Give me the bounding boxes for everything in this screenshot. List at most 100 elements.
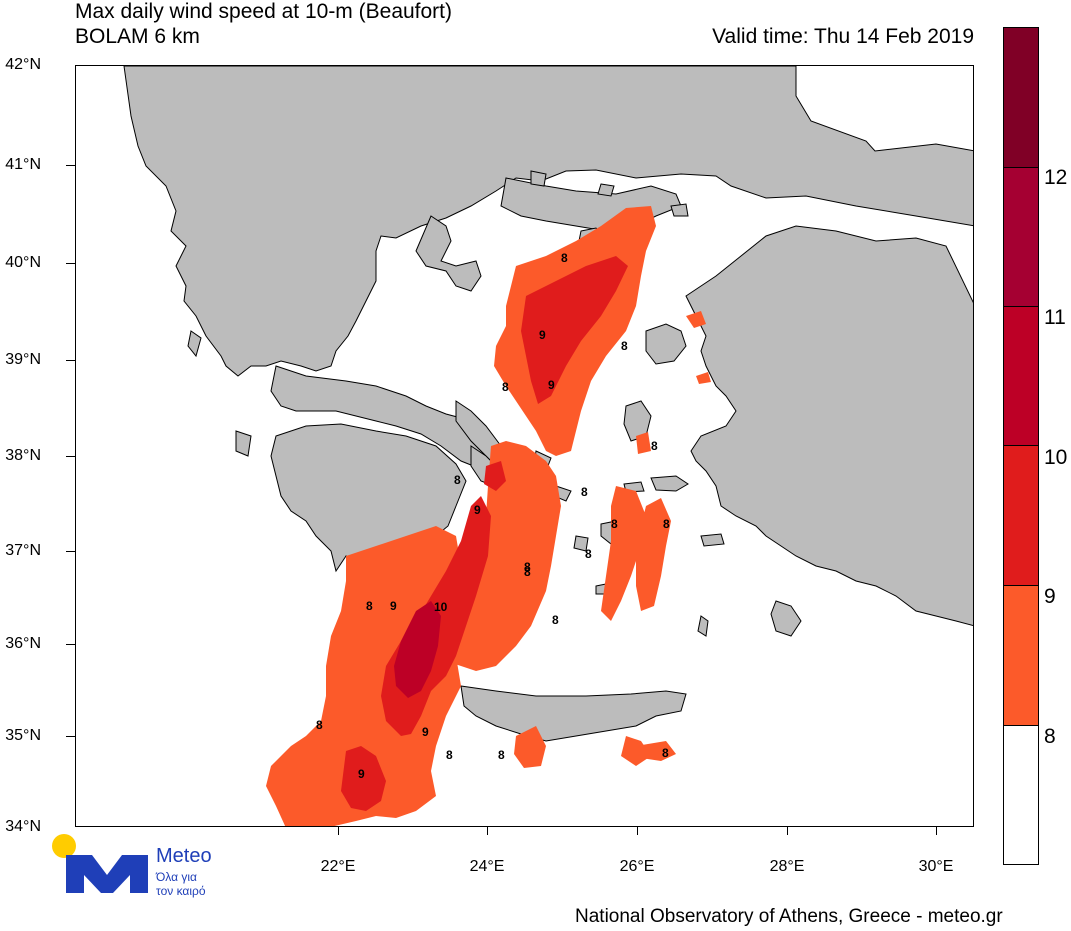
rhodes <box>770 600 802 637</box>
wind-label: 8 <box>316 718 323 732</box>
lon-tick <box>637 827 638 835</box>
lon-tick <box>487 827 488 835</box>
colorbar-label-11: 11 <box>1044 306 1066 329</box>
wind-label: 8 <box>662 746 669 760</box>
wind-label: 8 <box>524 560 531 574</box>
lat-label-39: 39°N <box>5 351 41 368</box>
samothrace <box>597 183 615 197</box>
bft8-chios-east <box>696 372 711 384</box>
wind-label: 8 <box>561 251 568 265</box>
karpathos <box>697 615 709 637</box>
wind-label: 8 <box>651 439 658 453</box>
lat-tick <box>66 360 75 361</box>
lon-tick <box>787 827 788 835</box>
colorbar-label-9: 9 <box>1044 585 1056 608</box>
bft8-lesvos-east <box>686 311 706 328</box>
wind-label: 9 <box>474 503 481 517</box>
wind-label: 8 <box>552 613 559 627</box>
bft8-central-aegean <box>441 441 561 671</box>
lat-tick <box>66 263 75 264</box>
wind-label: 8 <box>498 748 505 762</box>
colorbar-label-12: 12 <box>1044 166 1068 189</box>
bft10-layer <box>394 601 441 698</box>
crete <box>460 685 687 742</box>
bft9-andros <box>484 461 506 491</box>
lat-tick <box>66 644 75 645</box>
wind-label: 8 <box>454 473 461 487</box>
colorbar-segment-8-9 <box>1004 585 1038 725</box>
imbros <box>670 203 689 217</box>
bft8-dodecanese <box>636 498 671 611</box>
bft8-crete-east <box>621 736 651 766</box>
chalkidiki <box>415 215 482 292</box>
lat-label-40: 40°N <box>5 254 41 271</box>
colorbar-label-8: 8 <box>1044 725 1056 748</box>
lat-label-38: 38°N <box>5 447 41 464</box>
wind-label: 8 <box>621 339 628 353</box>
colorbar-segment-11-12 <box>1004 167 1038 306</box>
anatolia <box>685 225 973 626</box>
lat-tick <box>66 551 75 552</box>
colorbar-segment-below-8 <box>1004 725 1038 864</box>
logo-tagline: Όλα για <box>156 870 197 884</box>
bft8-samos-south <box>636 432 651 454</box>
lon-label-26: 26°E <box>619 858 655 875</box>
wind-map: 8 8 9 8 9 8 8 8 9 8 8 8 8 8 8 9 10 8 8 9… <box>123 66 973 826</box>
lat-tick <box>66 736 75 737</box>
bft10-core <box>394 601 441 698</box>
thasos <box>530 170 547 187</box>
wind-label: 9 <box>548 378 555 392</box>
wind-label: 10 <box>434 600 448 614</box>
logo-name: Meteo <box>156 845 212 867</box>
lat-tick <box>66 456 75 457</box>
footer-credit: National Observatory of Athens, Greece -… <box>575 906 1003 927</box>
wind-label: 8 <box>581 485 588 499</box>
wind-label: 9 <box>358 767 365 781</box>
bft9-north-aegean <box>521 256 628 404</box>
wind-label: 9 <box>539 328 546 342</box>
bft8-kasos <box>514 726 546 768</box>
wind-label: 9 <box>390 599 397 613</box>
meteo-m-logo-icon <box>52 834 148 893</box>
corfu <box>187 330 202 358</box>
map-title: Max daily wind speed at 10-m (Beaufort) <box>75 0 453 23</box>
lesvos <box>645 323 687 365</box>
wind-label: 8 <box>366 599 373 613</box>
lon-label-24: 24°E <box>469 858 505 875</box>
kos <box>700 533 725 547</box>
wind-label: 8 <box>663 517 670 531</box>
bft8-layer <box>266 206 711 826</box>
lat-label-35: 35°N <box>5 727 41 744</box>
valid-time: Valid time: Thu 14 Feb 2019 <box>712 25 974 48</box>
lon-label-22: 22°E <box>320 858 356 875</box>
wind-label: 8 <box>524 565 531 579</box>
lat-tick <box>66 165 75 166</box>
lon-label-28: 28°E <box>769 858 805 875</box>
colorbar-segment-9-10 <box>1004 445 1038 585</box>
map-panel[interactable]: 8 8 9 8 9 8 8 8 9 8 8 8 8 8 8 9 10 8 8 9… <box>75 65 974 827</box>
bft8-southwest <box>266 526 461 826</box>
lon-tick <box>338 827 339 835</box>
mainland-north <box>123 66 973 377</box>
wind-label: 8 <box>446 748 453 762</box>
wind-labels: 8 8 9 8 9 8 8 8 9 8 8 8 8 8 8 9 10 8 8 9… <box>316 251 670 781</box>
land-layer <box>123 66 973 742</box>
wind-label: 8 <box>611 517 618 531</box>
lat-label-34: 34°N <box>5 818 41 835</box>
lon-tick <box>936 827 937 835</box>
lon-label-30: 30°E <box>918 858 954 875</box>
lat-label-37: 37°N <box>5 542 41 559</box>
colorbar <box>1003 27 1039 865</box>
model-name: BOLAM 6 km <box>75 25 200 48</box>
logo-tagline: τον καιρό <box>156 884 206 898</box>
lat-label-41: 41°N <box>5 156 41 173</box>
samos <box>650 475 689 492</box>
lat-label-42: 42°N <box>5 56 41 73</box>
paros <box>573 535 589 552</box>
lat-label-36: 36°N <box>5 635 41 652</box>
colorbar-segment-10-11 <box>1004 306 1038 445</box>
bft8-cyclades-east <box>601 486 646 621</box>
bft8-crete-far-east <box>636 741 676 761</box>
kefalonia <box>235 430 252 457</box>
colorbar-segment-above-12 <box>1004 28 1038 167</box>
